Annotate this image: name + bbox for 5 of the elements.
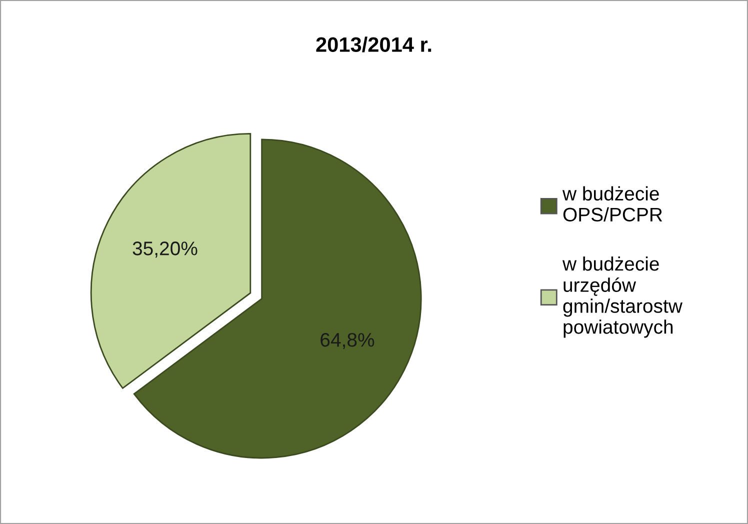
data-label: 64,8% — [320, 332, 374, 350]
legend-label: w budżecie urzędów gmin/starostw powiatowych — [562, 256, 682, 338]
legend-label: w budżecie OPS/PCPR — [562, 186, 662, 222]
data-label: 35,20% — [132, 242, 198, 258]
chart-title: 2013/2014 r. — [316, 36, 432, 52]
